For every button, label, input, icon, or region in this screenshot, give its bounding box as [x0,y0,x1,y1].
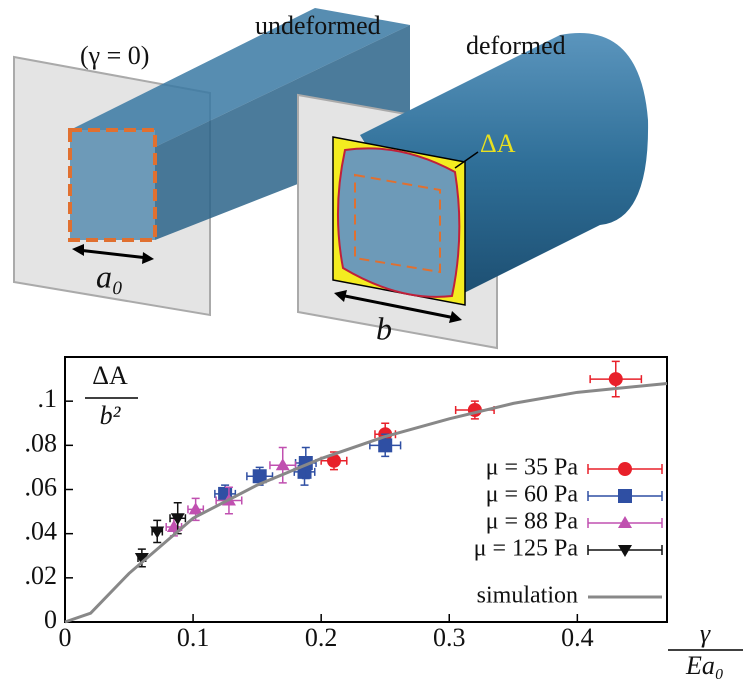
diagram: undeformed (γ = 0) deformed ΔA a₀ b [13,8,649,350]
x-label: Ea₀ [685,651,724,680]
box-top [70,8,410,147]
legend-label: μ = 35 Pa [486,455,579,481]
marker [134,552,149,565]
arrow [339,293,456,320]
box-front [70,130,155,240]
chart: ΔA b² γ Ea₀ 0 0.1 0.2 0.3 0.4 0 .02 .04 .06 .08 .1… [25,356,743,680]
marker [170,513,185,526]
y-label: ΔA [92,361,128,390]
marker [618,489,632,503]
legend-label: μ = 88 Pa [486,509,579,535]
y-tick-label: .1 [38,384,58,413]
simulation-line [64,382,668,624]
leader [454,151,479,169]
marker [275,458,290,471]
legend-label: μ = 125 Pa [474,536,579,562]
arrowhead [449,311,462,323]
legend-label: simulation [477,583,578,609]
marker [618,516,632,528]
y-label: b² [100,401,122,430]
marker [618,545,632,557]
label: undeformed [255,11,381,40]
marker [326,453,341,468]
legend-label: μ = 60 Pa [486,482,579,508]
x-tick-label: 0.4 [561,623,594,652]
marker [608,372,623,387]
deformed-section [336,147,461,298]
y-tick-label: .04 [25,517,58,546]
y-tick-label: 0 [44,605,57,634]
x-tick-label: 0 [59,623,72,652]
label: (γ = 0) [80,41,149,70]
dashed-square [354,173,441,274]
y-tick-label: .02 [25,561,58,590]
label: deformed [466,31,566,60]
x-tick-label: 0.3 [433,623,466,652]
marker [150,526,165,539]
x-tick-label: 0.1 [177,623,210,652]
label: a₀ [96,258,123,294]
x-tick-label: 0.2 [305,623,338,652]
arrowhead [334,290,347,302]
label: b [376,310,392,346]
marker [618,462,632,476]
marker [252,469,267,484]
marker [378,438,393,453]
y-tick-label: .06 [25,472,58,501]
label: ΔA [480,129,516,158]
arrow [77,248,149,260]
box-side [155,25,410,240]
x-label: γ [700,619,711,648]
arrowhead [72,244,84,256]
dashed-square [68,128,157,242]
marker [188,502,203,515]
y-tick-label: .08 [25,428,58,457]
arrowhead [142,252,154,264]
